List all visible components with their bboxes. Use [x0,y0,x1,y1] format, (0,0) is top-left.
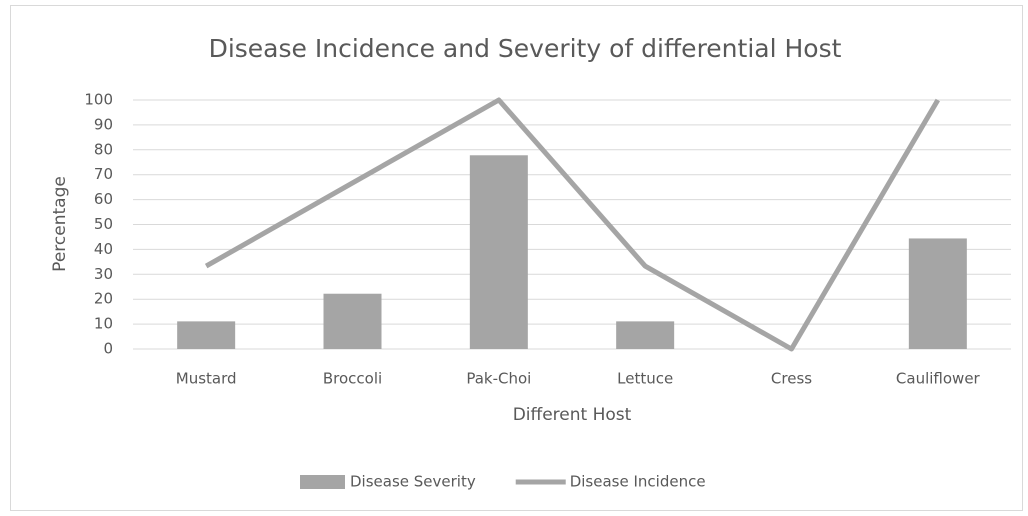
y-tick-label: 20 [94,290,113,308]
line [204,97,940,352]
legend-swatch [300,475,345,489]
y-axis-title: Percentage [50,176,70,272]
x-tick-label: Pak-Choi [466,370,531,388]
y-tick-label: 100 [84,91,113,109]
bar [908,238,967,349]
bar [469,155,528,349]
x-tick-label: Mustard [176,370,237,388]
y-tick-label: 40 [94,240,113,258]
x-tick-label: Cauliflower [896,370,981,388]
legend-label: Disease Incidence [570,473,706,491]
chart-title: Disease Incidence and Severity of differ… [209,34,842,63]
legend-label: Disease Severity [350,473,476,491]
x-tick-label: Lettuce [617,370,673,388]
y-tick-label: 70 [94,165,113,183]
y-tick-label: 90 [94,115,113,133]
x-tick-label: Broccoli [323,370,382,388]
x-tick-label: Cress [771,370,812,388]
y-tick-label: 10 [94,315,113,333]
bar [616,321,675,349]
bar [177,321,236,349]
bar [323,293,382,349]
y-tick-label: 50 [94,215,113,233]
y-tick-label: 30 [94,265,113,283]
y-tick-label: 0 [103,340,113,358]
x-axis-title: Different Host [513,405,632,425]
y-tick-label: 60 [94,190,113,208]
y-tick-label: 80 [94,140,113,158]
